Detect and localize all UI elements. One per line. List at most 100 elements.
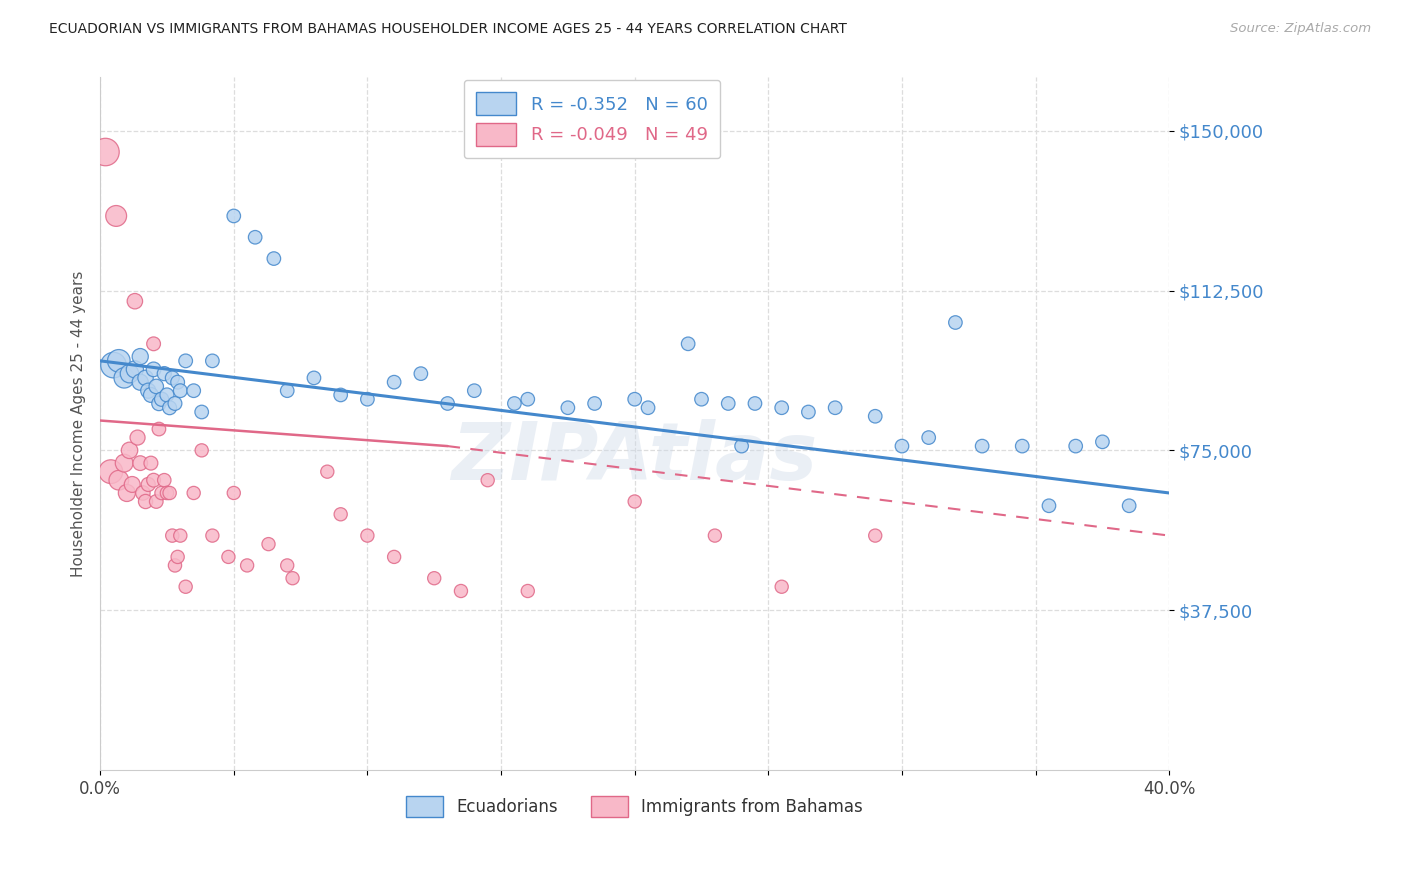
Point: [112, 371, 135, 385]
Point: [703, 528, 725, 542]
Point: [945, 316, 967, 330]
Point: [162, 528, 184, 542]
Point: [436, 396, 458, 410]
Text: Source: ZipAtlas.com: Source: ZipAtlas.com: [1230, 22, 1371, 36]
Point: [159, 401, 181, 415]
Point: [222, 486, 245, 500]
Point: [1011, 439, 1033, 453]
Point: [236, 558, 259, 573]
Point: [217, 549, 239, 564]
Point: [676, 336, 699, 351]
Point: [503, 396, 526, 410]
Point: [124, 362, 146, 376]
Point: [156, 388, 179, 402]
Point: [145, 494, 167, 508]
Point: [145, 379, 167, 393]
Point: [148, 396, 170, 410]
Point: [623, 494, 645, 508]
Point: [183, 486, 205, 500]
Point: [583, 396, 606, 410]
Point: [863, 528, 886, 542]
Point: [863, 409, 886, 424]
Point: [450, 584, 472, 599]
Point: [477, 473, 499, 487]
Point: [163, 396, 186, 410]
Point: [281, 571, 304, 585]
Point: [276, 384, 298, 398]
Point: [142, 336, 165, 351]
Point: [918, 431, 941, 445]
Point: [135, 371, 157, 385]
Legend: Ecuadorians, Immigrants from Bahamas: Ecuadorians, Immigrants from Bahamas: [399, 789, 870, 824]
Point: [174, 580, 197, 594]
Point: [744, 396, 766, 410]
Point: [257, 537, 280, 551]
Point: [824, 401, 846, 415]
Point: [382, 549, 405, 564]
Point: [118, 367, 141, 381]
Point: [139, 388, 162, 402]
Point: [190, 405, 212, 419]
Point: [156, 486, 179, 500]
Point: [770, 401, 793, 415]
Point: [108, 354, 131, 368]
Point: [103, 358, 125, 372]
Point: [891, 439, 914, 453]
Point: [139, 456, 162, 470]
Point: [115, 486, 138, 500]
Point: [132, 486, 155, 500]
Point: [356, 392, 378, 407]
Point: [243, 230, 266, 244]
Point: [142, 362, 165, 376]
Point: [94, 145, 117, 159]
Point: [105, 209, 128, 223]
Point: [142, 473, 165, 487]
Point: [717, 396, 740, 410]
Point: [516, 392, 538, 407]
Point: [797, 405, 820, 419]
Point: [1118, 499, 1140, 513]
Point: [129, 456, 152, 470]
Point: [153, 367, 176, 381]
Point: [163, 558, 186, 573]
Point: [148, 422, 170, 436]
Point: [1064, 439, 1087, 453]
Point: [409, 367, 432, 381]
Point: [118, 443, 141, 458]
Point: [162, 371, 184, 385]
Point: [150, 486, 173, 500]
Point: [329, 508, 352, 522]
Point: [129, 350, 152, 364]
Point: [121, 477, 143, 491]
Text: ZIPAtlas: ZIPAtlas: [451, 419, 818, 498]
Point: [623, 392, 645, 407]
Point: [423, 571, 446, 585]
Point: [153, 473, 176, 487]
Point: [150, 392, 173, 407]
Point: [1038, 499, 1060, 513]
Text: ECUADORIAN VS IMMIGRANTS FROM BAHAMAS HOUSEHOLDER INCOME AGES 25 - 44 YEARS CORR: ECUADORIAN VS IMMIGRANTS FROM BAHAMAS HO…: [49, 22, 846, 37]
Point: [201, 354, 224, 368]
Point: [463, 384, 485, 398]
Point: [100, 465, 122, 479]
Point: [190, 443, 212, 458]
Point: [516, 584, 538, 599]
Point: [159, 486, 181, 500]
Point: [1091, 434, 1114, 449]
Point: [222, 209, 245, 223]
Point: [136, 384, 159, 398]
Point: [316, 465, 339, 479]
Point: [174, 354, 197, 368]
Y-axis label: Householder Income Ages 25 - 44 years: Householder Income Ages 25 - 44 years: [72, 270, 86, 577]
Point: [276, 558, 298, 573]
Point: [356, 528, 378, 542]
Point: [166, 549, 188, 564]
Point: [557, 401, 579, 415]
Point: [972, 439, 994, 453]
Point: [183, 384, 205, 398]
Point: [108, 473, 131, 487]
Point: [382, 375, 405, 389]
Point: [135, 494, 157, 508]
Point: [112, 456, 135, 470]
Point: [770, 580, 793, 594]
